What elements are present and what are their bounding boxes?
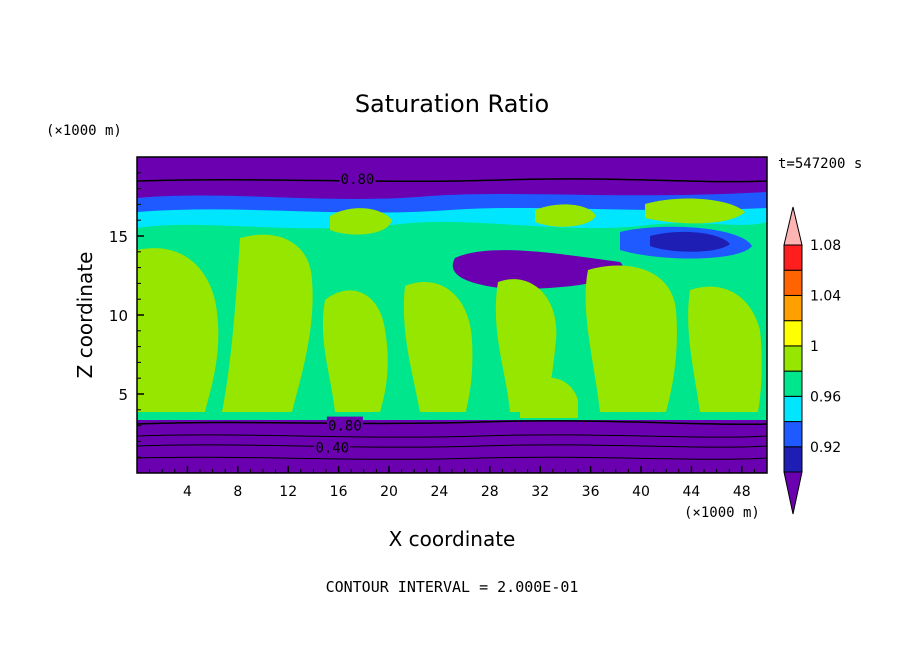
green-yellow-lobe-2 <box>222 234 313 412</box>
colorbar-swatch <box>783 294 803 322</box>
x-tick-label: 24 <box>430 484 448 500</box>
colorbar-swatch <box>783 345 803 372</box>
chart-title: Saturation Ratio <box>355 90 549 118</box>
upper-green-cell-3 <box>645 198 745 224</box>
colorbar-tick-label: 1.08 <box>810 238 841 254</box>
y-tick-label: 10 <box>109 307 128 325</box>
green-yellow-lobe-1 <box>137 248 219 412</box>
colorbar-bottom-triangle <box>783 471 803 515</box>
upper-green-cell-1 <box>330 208 392 235</box>
green-yellow-lobe-4 <box>403 282 473 412</box>
colorbar-tick-label: 0.92 <box>810 440 841 456</box>
contour-label: 0.40 <box>315 441 349 457</box>
x-unit-label: (×1000 m) <box>684 505 760 521</box>
contour-060-lower <box>136 434 768 438</box>
colorbar-swatch <box>783 446 803 473</box>
y-axis-title: Z coordinate <box>73 252 97 379</box>
x-tick-label: 44 <box>682 484 700 500</box>
colorbar-swatch <box>783 269 803 296</box>
colorbar-swatch <box>783 421 803 448</box>
x-tick-label: 36 <box>582 484 600 500</box>
green-yellow-lobe-3 <box>322 290 388 412</box>
contour-label: 0.80 <box>341 172 375 188</box>
x-tick-label: 32 <box>531 484 549 500</box>
contour-labels: 0.80 0.80 0.40 <box>314 170 376 457</box>
colorbar-tick-label: 0.96 <box>810 389 841 405</box>
colorbar: 1.08 1.04 1 0.96 0.92 <box>783 206 841 515</box>
upper-green-cell-2 <box>535 204 596 227</box>
colorbar-tick-label: 1 <box>810 339 819 355</box>
colorbar-swatch <box>783 395 803 423</box>
x-tick-label: 48 <box>733 484 751 500</box>
y-tick-label: 5 <box>118 386 128 404</box>
x-tick-label: 16 <box>330 484 348 500</box>
y-tick-label: 15 <box>109 228 128 246</box>
green-yellow-lobe-7 <box>688 286 762 412</box>
contour-label-bg <box>314 438 351 455</box>
colorbar-swatch <box>783 244 803 271</box>
contour-020-lower <box>136 456 768 460</box>
lower-right-cloud <box>520 377 578 418</box>
x-tick-label: 12 <box>279 484 297 500</box>
x-tick-label: 4 <box>183 484 192 500</box>
contour-label-bg <box>339 170 376 187</box>
x-tick-label: 20 <box>380 484 398 500</box>
contour-label-bg <box>326 416 363 433</box>
time-label: t=547200 s <box>778 156 862 172</box>
colorbar-tick-label: 1.04 <box>810 288 841 304</box>
contour-040-lower <box>136 444 768 448</box>
x-axis-ticks: 4 8 12 16 20 24 28 32 36 40 44 48 <box>149 466 755 500</box>
contour-080-upper <box>136 178 768 183</box>
colorbar-top-triangle <box>783 206 803 246</box>
upper-right-dark-pocket <box>650 231 730 252</box>
plot-area: 0.80 0.80 0.40 <box>136 156 768 474</box>
colorbar-swatch <box>783 320 803 347</box>
x-tick-label: 40 <box>632 484 650 500</box>
green-yellow-lobe-6 <box>585 265 677 412</box>
upper-dark-pocket <box>452 250 624 289</box>
colorbar-swatch <box>783 370 803 397</box>
y-axis-ticks: 5 10 15 <box>109 172 144 458</box>
y-unit-label: (×1000 m) <box>46 123 122 139</box>
x-axis-title: X coordinate <box>389 527 516 551</box>
contour-label: 0.80 <box>328 419 362 435</box>
x-tick-label: 28 <box>481 484 499 500</box>
contour-080-lower <box>136 420 768 426</box>
contour-interval-footer: CONTOUR INTERVAL = 2.000E-01 <box>326 578 579 596</box>
x-tick-label: 8 <box>233 484 242 500</box>
